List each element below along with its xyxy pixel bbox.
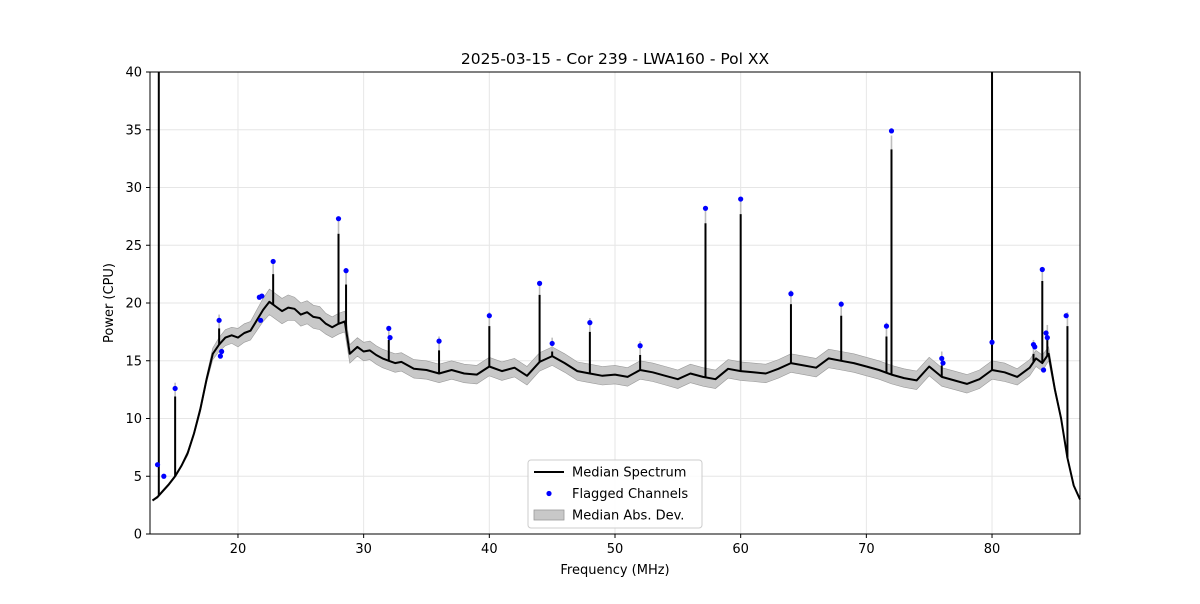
x-tick-label: 50 — [607, 542, 624, 557]
flagged-point — [343, 268, 349, 274]
legend-label: Median Abs. Dev. — [572, 509, 684, 524]
y-tick-label: 0 — [134, 528, 142, 543]
chart-legend: Median Spectrum Flagged Channels Median Ab… — [527, 459, 703, 529]
y-tick-label: 40 — [125, 66, 142, 81]
y-tick-label: 10 — [125, 412, 142, 427]
y-tick-label: 25 — [125, 239, 142, 254]
flagged-point — [335, 216, 342, 222]
flagged-point — [587, 320, 593, 326]
x-axis-label: Frequency (MHz) — [560, 563, 669, 578]
flagged-point — [702, 205, 709, 211]
flagged-point — [940, 360, 946, 366]
median-spectrum-line — [151, 300, 1081, 502]
flagged-point — [1032, 344, 1038, 350]
flagged-point — [386, 325, 392, 332]
x-tick-label: 20 — [230, 542, 247, 557]
flagged-point — [989, 339, 995, 345]
flagged-point — [536, 280, 543, 286]
flagged-point — [216, 317, 222, 323]
x-tick-label: 40 — [481, 542, 498, 557]
flagged-point — [788, 291, 794, 297]
flagged-point — [259, 293, 265, 299]
y-axis-label: Power (CPU) — [102, 263, 117, 343]
y-tick-label: 30 — [125, 181, 142, 196]
flagged-point — [1063, 313, 1069, 319]
flagged-point — [883, 323, 890, 329]
y-tick-label: 20 — [125, 297, 142, 312]
legend-dot-swatch — [546, 490, 552, 497]
flagged-channels-layer — [154, 128, 1069, 479]
y-tick-label: 15 — [125, 354, 142, 369]
legend-box — [527, 459, 703, 529]
flagged-point — [888, 128, 895, 134]
legend-label: Median Spectrum — [572, 466, 686, 481]
flagged-point — [387, 335, 393, 341]
flagged-point — [154, 462, 161, 468]
x-tick-label: 60 — [732, 542, 749, 557]
flagged-point — [1044, 335, 1050, 341]
flagged-point — [436, 338, 442, 344]
flagged-point — [161, 473, 167, 479]
flagged-point — [172, 385, 178, 392]
flagged-point — [1043, 330, 1049, 336]
flagged-point — [257, 317, 264, 323]
axis-ticks: 20 30 40 50 60 70 80 0 5 10 15 20 25 30 35 40 — [125, 66, 1000, 558]
y-tick-label: 5 — [134, 470, 142, 485]
legend-label: Flagged Channels — [572, 487, 688, 502]
flagged-point — [486, 313, 492, 319]
y-tick-label: 35 — [125, 123, 142, 138]
flagged-point — [1039, 266, 1045, 273]
flagged-point — [217, 353, 223, 359]
x-tick-label: 70 — [858, 542, 875, 557]
flagged-point — [838, 301, 844, 307]
flagged-point — [738, 196, 744, 202]
x-tick-label: 30 — [355, 542, 372, 557]
flagged-point — [1040, 367, 1047, 373]
flagged-point — [270, 258, 276, 265]
flagged-point — [219, 348, 225, 355]
legend-patch-swatch — [533, 509, 565, 521]
median-spectrum-layer — [151, 72, 1081, 502]
flagged-point — [939, 355, 945, 362]
x-tick-label: 80 — [984, 542, 1001, 557]
chart-title: 2025-03-15 - Cor 239 - LWA160 - Pol XX — [461, 50, 770, 68]
flagged-point — [637, 343, 643, 349]
flagged-point — [549, 340, 555, 347]
